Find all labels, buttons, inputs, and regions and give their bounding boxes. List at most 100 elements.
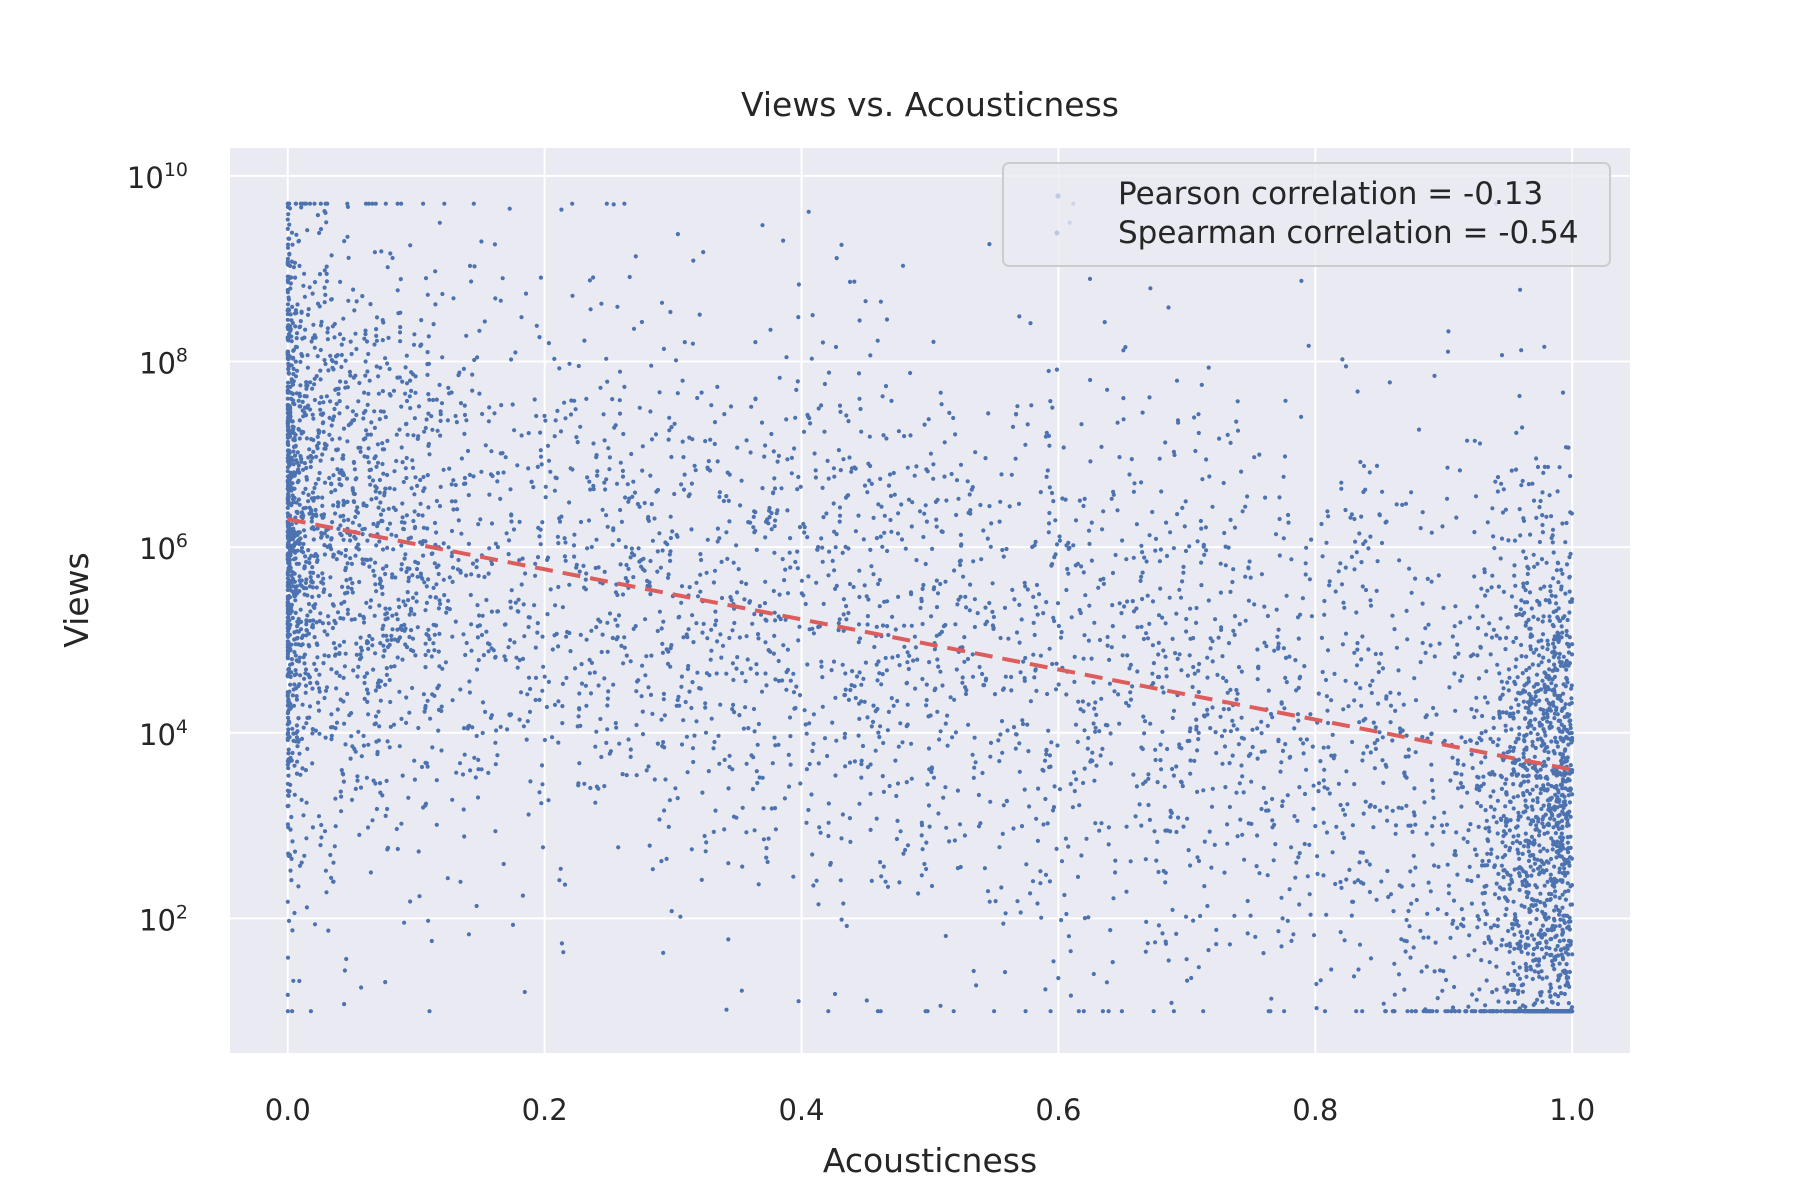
scatter-point [322, 695, 327, 701]
scatter-point [1371, 720, 1376, 725]
scatter-point [1188, 863, 1193, 868]
scatter-point [623, 495, 628, 500]
scatter-point [587, 671, 592, 676]
scatter-point [1177, 745, 1182, 750]
scatter-point [418, 501, 423, 506]
scatter-point [923, 561, 928, 567]
scatter-point [1308, 912, 1313, 917]
scatter-point [517, 658, 522, 663]
scatter-point [347, 369, 352, 374]
scatter-point [935, 709, 940, 714]
scatter-point [1547, 618, 1552, 623]
scatter-point [457, 761, 463, 766]
scatter-point [420, 513, 425, 518]
scatter-point [379, 518, 384, 524]
scatter-point [1168, 530, 1173, 535]
scatter-point [474, 558, 479, 563]
scatter-point [1352, 880, 1357, 885]
scatter-point [506, 552, 511, 557]
scatter-point [341, 616, 346, 621]
scatter-point [311, 513, 316, 518]
scatter-point [1450, 1005, 1456, 1010]
scatter-point [1472, 574, 1477, 579]
scatter-point [1117, 601, 1122, 606]
scatter-point [1479, 586, 1484, 591]
scatter-point [331, 641, 336, 646]
scatter-point [1022, 678, 1027, 684]
scatter-point [1413, 576, 1418, 581]
scatter-point [319, 535, 324, 540]
scatter-point [672, 491, 677, 497]
scatter-point [583, 577, 588, 582]
scatter-point [689, 705, 694, 711]
scatter-point [533, 561, 538, 566]
scatter-point [904, 681, 909, 686]
scatter-point [736, 567, 741, 572]
scatter-point [878, 299, 884, 304]
scatter-point [537, 335, 542, 340]
scatter-point [606, 446, 611, 451]
scatter-point [1108, 731, 1113, 736]
scatter-point [1325, 720, 1331, 726]
scatter-point [477, 328, 482, 333]
scatter-point [1489, 847, 1494, 852]
scatter-point [1286, 512, 1291, 518]
scatter-point [658, 565, 664, 570]
scatter-point [508, 599, 513, 604]
scatter-point [1495, 475, 1501, 480]
scatter-point [701, 621, 706, 627]
scatter-point [1402, 987, 1407, 992]
scatter-point [1519, 934, 1524, 939]
scatter-point [400, 515, 405, 520]
scatter-point [1163, 621, 1168, 626]
scatter-point [403, 365, 408, 370]
scatter-point [290, 693, 295, 698]
scatter-point [827, 549, 832, 554]
scatter-point [1404, 608, 1409, 614]
scatter-point [353, 373, 358, 378]
scatter-point [1561, 938, 1566, 943]
scatter-point [303, 505, 308, 510]
scatter-point [883, 655, 888, 661]
scatter-point [1481, 901, 1486, 906]
scatter-point [502, 654, 507, 659]
scatter-point [387, 521, 393, 526]
scatter-point [552, 633, 557, 638]
scatter-point [1153, 747, 1158, 752]
scatter-point [296, 497, 301, 502]
scatter-point [1542, 584, 1547, 589]
scatter-point [789, 471, 794, 476]
scatter-point [813, 475, 819, 480]
scatter-point [1569, 696, 1574, 701]
scatter-point [935, 591, 941, 596]
scatter-point [1339, 480, 1344, 485]
scatter-point [1339, 582, 1345, 587]
scatter-point [1523, 831, 1528, 836]
scatter-point [934, 517, 939, 522]
scatter-point [442, 593, 447, 598]
scatter-point [406, 575, 411, 580]
scatter-point [380, 591, 385, 597]
scatter-point [286, 747, 291, 752]
scatter-point [1528, 644, 1533, 649]
scatter-point [1280, 748, 1286, 754]
scatter-point [1298, 674, 1303, 679]
scatter-point [1474, 741, 1480, 746]
scatter-point [661, 619, 666, 624]
scatter-point [1552, 692, 1557, 698]
scatter-point [1531, 684, 1536, 689]
scatter-point [1555, 489, 1560, 494]
scatter-point [1043, 796, 1048, 802]
scatter-point [1038, 881, 1043, 886]
scatter-point [1452, 984, 1457, 990]
scatter-point [310, 335, 316, 341]
scatter-point [1545, 879, 1550, 885]
scatter-point [1359, 657, 1364, 662]
scatter-point [1555, 667, 1560, 673]
scatter-point [1569, 652, 1575, 657]
scatter-point [1225, 432, 1230, 437]
scatter-point [1483, 921, 1488, 927]
scatter-point [1553, 735, 1558, 741]
scatter-point [1403, 773, 1408, 779]
scatter-point [890, 655, 895, 660]
